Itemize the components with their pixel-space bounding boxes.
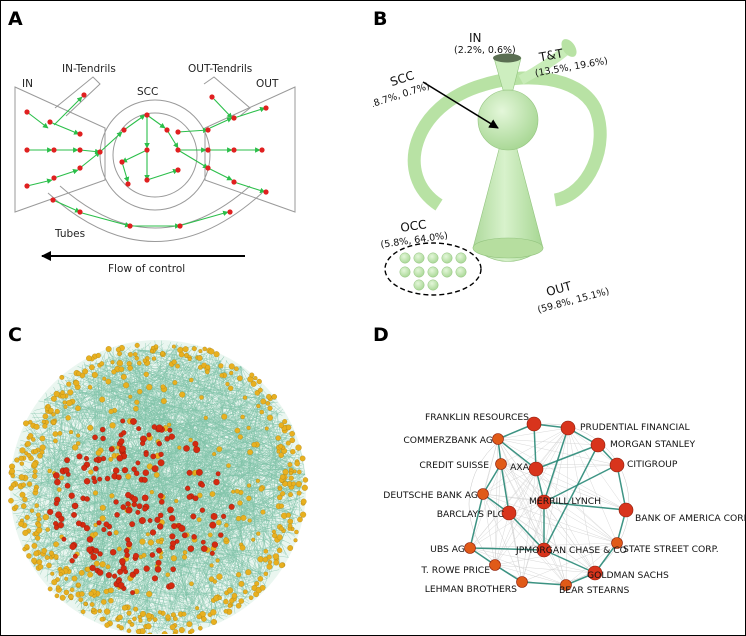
panel-b: B — [373, 0, 746, 318]
bank-node — [609, 457, 625, 473]
panel-letter-d: D — [373, 324, 389, 346]
out-region — [204, 86, 296, 213]
core-network: FRANKLIN RESOURCES PRUDENTIAL FINANCIAL CO… — [383, 412, 746, 596]
bank-label: BANK OF AMERICA CORI — [635, 513, 746, 524]
bank-label: DEUTSCHE BANK AG — [383, 490, 478, 501]
bank-node — [536, 494, 552, 510]
bank-node — [464, 542, 476, 554]
bowtie-diagram: IN IN-Tendrils SCC OUT-Tendrils OUT Tube… — [14, 63, 296, 275]
bank-node — [618, 502, 634, 518]
bank-node — [492, 433, 504, 445]
bank-label: STATE STREET CORP. — [623, 544, 719, 555]
bank-node — [560, 420, 576, 436]
label-b-occ-stats: (5.8%, 64.0%) — [380, 230, 449, 250]
bank-node — [560, 579, 572, 591]
tubes-region — [47, 192, 263, 242]
panel-letter-b: B — [373, 8, 388, 30]
label-in-tendrils: IN-Tendrils — [62, 63, 116, 75]
label-tubes: Tubes — [54, 228, 85, 240]
label-scc: SCC — [137, 86, 158, 98]
out-tendrils-region — [203, 76, 251, 117]
bank-node — [526, 416, 542, 432]
scc-sphere — [477, 89, 539, 151]
occ-region — [384, 242, 482, 296]
bank-node — [536, 542, 552, 558]
label-in: IN — [22, 78, 33, 90]
bank-node — [611, 537, 623, 549]
panel-letter-a: A — [8, 8, 23, 30]
label-b-out: OUT — [545, 279, 574, 299]
bank-node — [590, 437, 606, 453]
bowtie-3d-diagram: IN (2.2%, 0.6%) T&T (13.5%, 19.6%) SCC (… — [373, 31, 611, 316]
periphery-nodes — [8, 342, 309, 634]
network-overview — [8, 340, 309, 634]
bank-label: CITIGROUP — [627, 459, 678, 470]
bank-label: UBS AG — [430, 544, 465, 555]
bank-label: T. ROWE PRICE — [420, 565, 490, 576]
scc-region — [99, 99, 211, 211]
bank-label: JPMORGAN CHASE & CO — [515, 545, 627, 556]
label-out-tendrils: OUT-Tendrils — [188, 63, 252, 75]
bank-label: BARCLAYS PLC — [437, 509, 504, 520]
bank-label: FRANKLIN RESOURCES — [425, 412, 529, 423]
bank-label: MERRILL LYNCH — [529, 496, 601, 507]
in-tendrils-region — [54, 76, 101, 117]
bank-label: BEAR STEARNS — [559, 585, 629, 596]
label-b-in: IN — [469, 31, 482, 45]
bank-label: MORGAN STANLEY — [610, 439, 696, 450]
bank-node — [516, 576, 528, 588]
bank-label: PRUDENTIAL FINANCIAL — [580, 422, 690, 433]
panel-a-edges — [26, 96, 266, 229]
bank-label: GOLDMAN SACHS — [587, 570, 669, 581]
bank-label: COMMERZBANK AG — [403, 435, 493, 446]
bank-node — [528, 461, 544, 477]
scc-pointer — [422, 81, 499, 129]
panel-letter-c: C — [8, 324, 22, 346]
bank-node — [477, 488, 489, 500]
panel-a-nodes — [24, 92, 269, 229]
label-out: OUT — [256, 78, 279, 90]
label-b-tt: T&T — [537, 46, 565, 64]
occ-spheres — [399, 252, 467, 291]
bank-node — [495, 458, 507, 470]
bank-nodes — [464, 416, 634, 591]
label-flow: Flow of control — [108, 263, 185, 275]
bank-node — [489, 559, 501, 571]
panel-d: D FRANKLIN RESOURCES PRUDENTIAL FINANCIAL… — [373, 318, 746, 634]
in-region — [14, 86, 106, 213]
bank-node — [587, 565, 603, 581]
label-b-in-stats: (2.2%, 0.6%) — [454, 45, 516, 56]
label-b-occ: OCC — [400, 217, 428, 235]
bank-label: AXA — [510, 462, 530, 473]
bank-labels: FRANKLIN RESOURCES PRUDENTIAL FINANCIAL CO… — [383, 412, 746, 596]
bank-node — [501, 505, 517, 521]
panel-a: A — [0, 0, 373, 318]
bank-label: LEHMAN BROTHERS — [425, 584, 517, 595]
core-nodes — [47, 418, 235, 596]
bank-label: CREDIT SUISSE — [419, 460, 489, 471]
panel-c: C — [0, 318, 373, 634]
